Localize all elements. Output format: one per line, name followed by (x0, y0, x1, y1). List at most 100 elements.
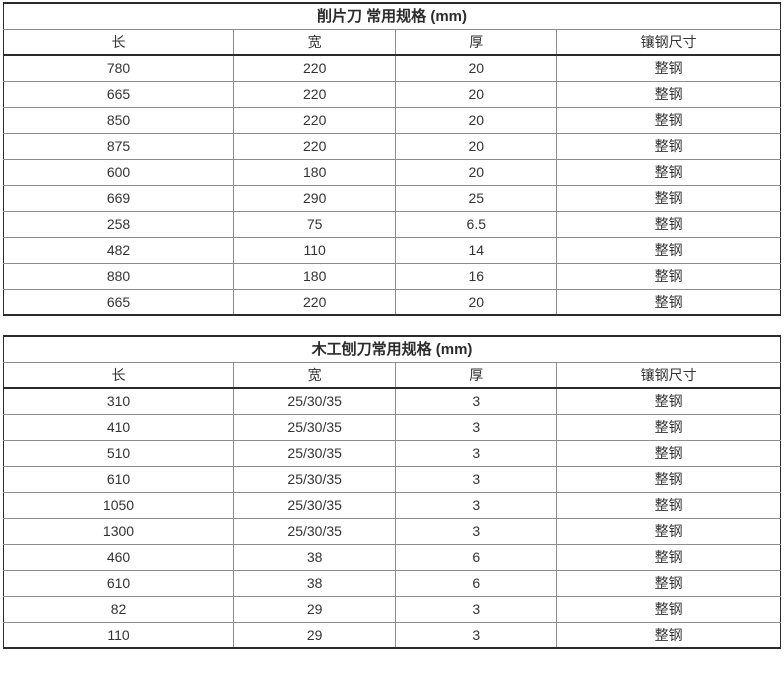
table-cell: 25/30/35 (232, 413, 397, 441)
column-header: 厚 (395, 28, 558, 56)
table-cell: 整钢 (556, 491, 781, 519)
table-cell: 665 (3, 80, 234, 108)
table-cell: 3 (395, 413, 558, 441)
table-cell: 整钢 (556, 517, 781, 545)
table-cell: 14 (395, 236, 558, 264)
table-cell: 3 (395, 595, 558, 623)
table-cell: 1300 (3, 517, 234, 545)
table-cell: 1050 (3, 491, 234, 519)
table-cell: 180 (232, 158, 397, 186)
table-cell: 20 (395, 80, 558, 108)
table-cell: 整钢 (556, 132, 781, 160)
table-cell: 665 (3, 288, 234, 316)
table-cell: 20 (395, 54, 558, 82)
table-cell: 20 (395, 106, 558, 134)
column-header: 宽 (232, 361, 397, 389)
table-cell: 整钢 (556, 210, 781, 238)
column-header: 宽 (232, 28, 397, 56)
table-row: 600 180 20 整钢 (3, 158, 781, 186)
table-cell: 6 (395, 569, 558, 597)
table-cell: 3 (395, 387, 558, 415)
table-cell: 38 (232, 569, 397, 597)
table-cell: 25/30/35 (232, 517, 397, 545)
column-header: 长 (3, 361, 234, 389)
table-cell: 669 (3, 184, 234, 212)
table-row: 850 220 20 整钢 (3, 106, 781, 134)
table-cell: 75 (232, 210, 397, 238)
table-cell: 6 (395, 543, 558, 571)
table-cell: 220 (232, 54, 397, 82)
table-cell: 整钢 (556, 288, 781, 316)
table-cell: 610 (3, 465, 234, 493)
column-header: 镶钢尺寸 (556, 28, 781, 56)
table-cell: 180 (232, 262, 397, 290)
table-cell: 整钢 (556, 80, 781, 108)
table-row: 482 110 14 整钢 (3, 236, 781, 264)
column-header: 长 (3, 28, 234, 56)
table-cell: 整钢 (556, 236, 781, 264)
table-cell: 整钢 (556, 439, 781, 467)
table-row: 1300 25/30/35 3 整钢 (3, 517, 781, 545)
table-cell: 482 (3, 236, 234, 264)
table-cell: 38 (232, 543, 397, 571)
table-cell: 29 (232, 595, 397, 623)
table-cell: 25/30/35 (232, 439, 397, 467)
table-cell: 整钢 (556, 413, 781, 441)
table-title-row: 木工刨刀常用规格 (mm) (3, 335, 781, 363)
table-cell: 20 (395, 158, 558, 186)
table-row: 258 75 6.5 整钢 (3, 210, 781, 238)
table-row: 510 25/30/35 3 整钢 (3, 439, 781, 467)
table-cell: 20 (395, 288, 558, 316)
table-cell: 16 (395, 262, 558, 290)
planer-knife-spec-table: 木工刨刀常用规格 (mm) 长宽厚镶钢尺寸 310 25/30/35 3 整钢 410 2… (3, 335, 781, 649)
table-cell: 6.5 (395, 210, 558, 238)
table-cell: 220 (232, 288, 397, 316)
column-header: 厚 (395, 361, 558, 389)
table-row: 669 290 25 整钢 (3, 184, 781, 212)
table-cell: 220 (232, 80, 397, 108)
table-cell: 780 (3, 54, 234, 82)
table-cell: 110 (232, 236, 397, 264)
table-row: 82 29 3 整钢 (3, 595, 781, 623)
table-cell: 整钢 (556, 54, 781, 82)
table-row: 1050 25/30/35 3 整钢 (3, 491, 781, 519)
table-cell: 25/30/35 (232, 491, 397, 519)
table-cell: 410 (3, 413, 234, 441)
table-cell: 3 (395, 465, 558, 493)
column-header: 镶钢尺寸 (556, 361, 781, 389)
table-cell: 25 (395, 184, 558, 212)
table-cell: 整钢 (556, 465, 781, 493)
table-cell: 310 (3, 387, 234, 415)
table-cell: 258 (3, 210, 234, 238)
table-cell: 82 (3, 595, 234, 623)
table-cell: 整钢 (556, 543, 781, 571)
table-cell: 整钢 (556, 621, 781, 649)
table-row: 875 220 20 整钢 (3, 132, 781, 160)
table-title: 木工刨刀常用规格 (mm) (3, 335, 781, 363)
table-row: 610 25/30/35 3 整钢 (3, 465, 781, 493)
table-cell: 460 (3, 543, 234, 571)
table-cell: 3 (395, 439, 558, 467)
table-cell: 29 (232, 621, 397, 649)
table-cell: 整钢 (556, 569, 781, 597)
table-row: 665 220 20 整钢 (3, 288, 781, 316)
table-cell: 整钢 (556, 595, 781, 623)
table-row: 880 180 16 整钢 (3, 262, 781, 290)
table-cell: 整钢 (556, 158, 781, 186)
table-body: 310 25/30/35 3 整钢 410 25/30/35 3 整钢 510 25/30/35 3… (3, 387, 781, 649)
table-cell: 510 (3, 439, 234, 467)
table-title-row: 削片刀 常用规格 (mm) (3, 2, 781, 30)
table-cell: 850 (3, 106, 234, 134)
table-cell: 3 (395, 517, 558, 545)
table-cell: 25/30/35 (232, 465, 397, 493)
table-cell: 110 (3, 621, 234, 649)
table-cell: 600 (3, 158, 234, 186)
table-cell: 610 (3, 569, 234, 597)
table-cell: 220 (232, 106, 397, 134)
table-header-row: 长宽厚镶钢尺寸 (3, 361, 781, 389)
table-cell: 整钢 (556, 387, 781, 415)
table-cell: 整钢 (556, 262, 781, 290)
table-row: 460 38 6 整钢 (3, 543, 781, 571)
table-cell: 3 (395, 491, 558, 519)
table-cell: 220 (232, 132, 397, 160)
